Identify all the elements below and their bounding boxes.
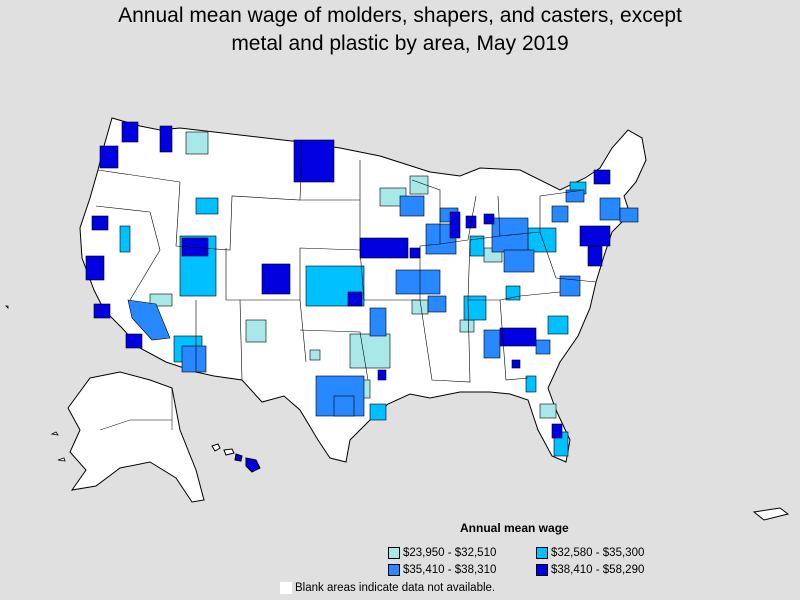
legend-item-3: $35,410 - $38,310: [388, 562, 536, 577]
legend-swatch-3: [388, 563, 400, 576]
legend-swatch-1: [388, 546, 400, 559]
note-text: Blank areas indicate data not available.: [295, 582, 496, 594]
legend-item-2: $32,580 - $35,300: [536, 545, 684, 560]
legend-label-2: $32,580 - $35,300: [551, 546, 645, 559]
note-swatch: [280, 582, 292, 594]
title-line-2: metal and plastic by area, May 2019: [231, 32, 569, 55]
legend-title: Annual mean wage: [460, 521, 569, 535]
small-islands: [5, 305, 66, 462]
legend-swatch-4: [536, 563, 548, 576]
state-borders: [95, 141, 597, 383]
legend-swatch-2: [536, 546, 548, 559]
legend-label-1: $23,950 - $32,510: [403, 546, 497, 559]
legend-label-3: $35,410 - $38,310: [403, 563, 497, 576]
legend-item-4: $38,410 - $58,290: [536, 562, 684, 577]
alaska-borders: [99, 388, 173, 431]
hawaii-islands: [211, 443, 261, 473]
map-title: Annual mean wage of molders, shapers, an…: [0, 2, 800, 58]
title-line-1: Annual mean wage of molders, shapers, an…: [118, 4, 682, 27]
legend-item-1: $23,950 - $32,510: [388, 545, 536, 560]
legend-label-4: $38,410 - $58,290: [551, 563, 645, 576]
puerto-rico-outline: [752, 507, 790, 521]
blank-areas-note: Blank areas indicate data not available.: [280, 582, 495, 594]
legend: $23,950 - $32,510 $32,580 - $35,300 $35,…: [388, 545, 688, 577]
alaska-outline: [67, 371, 205, 503]
